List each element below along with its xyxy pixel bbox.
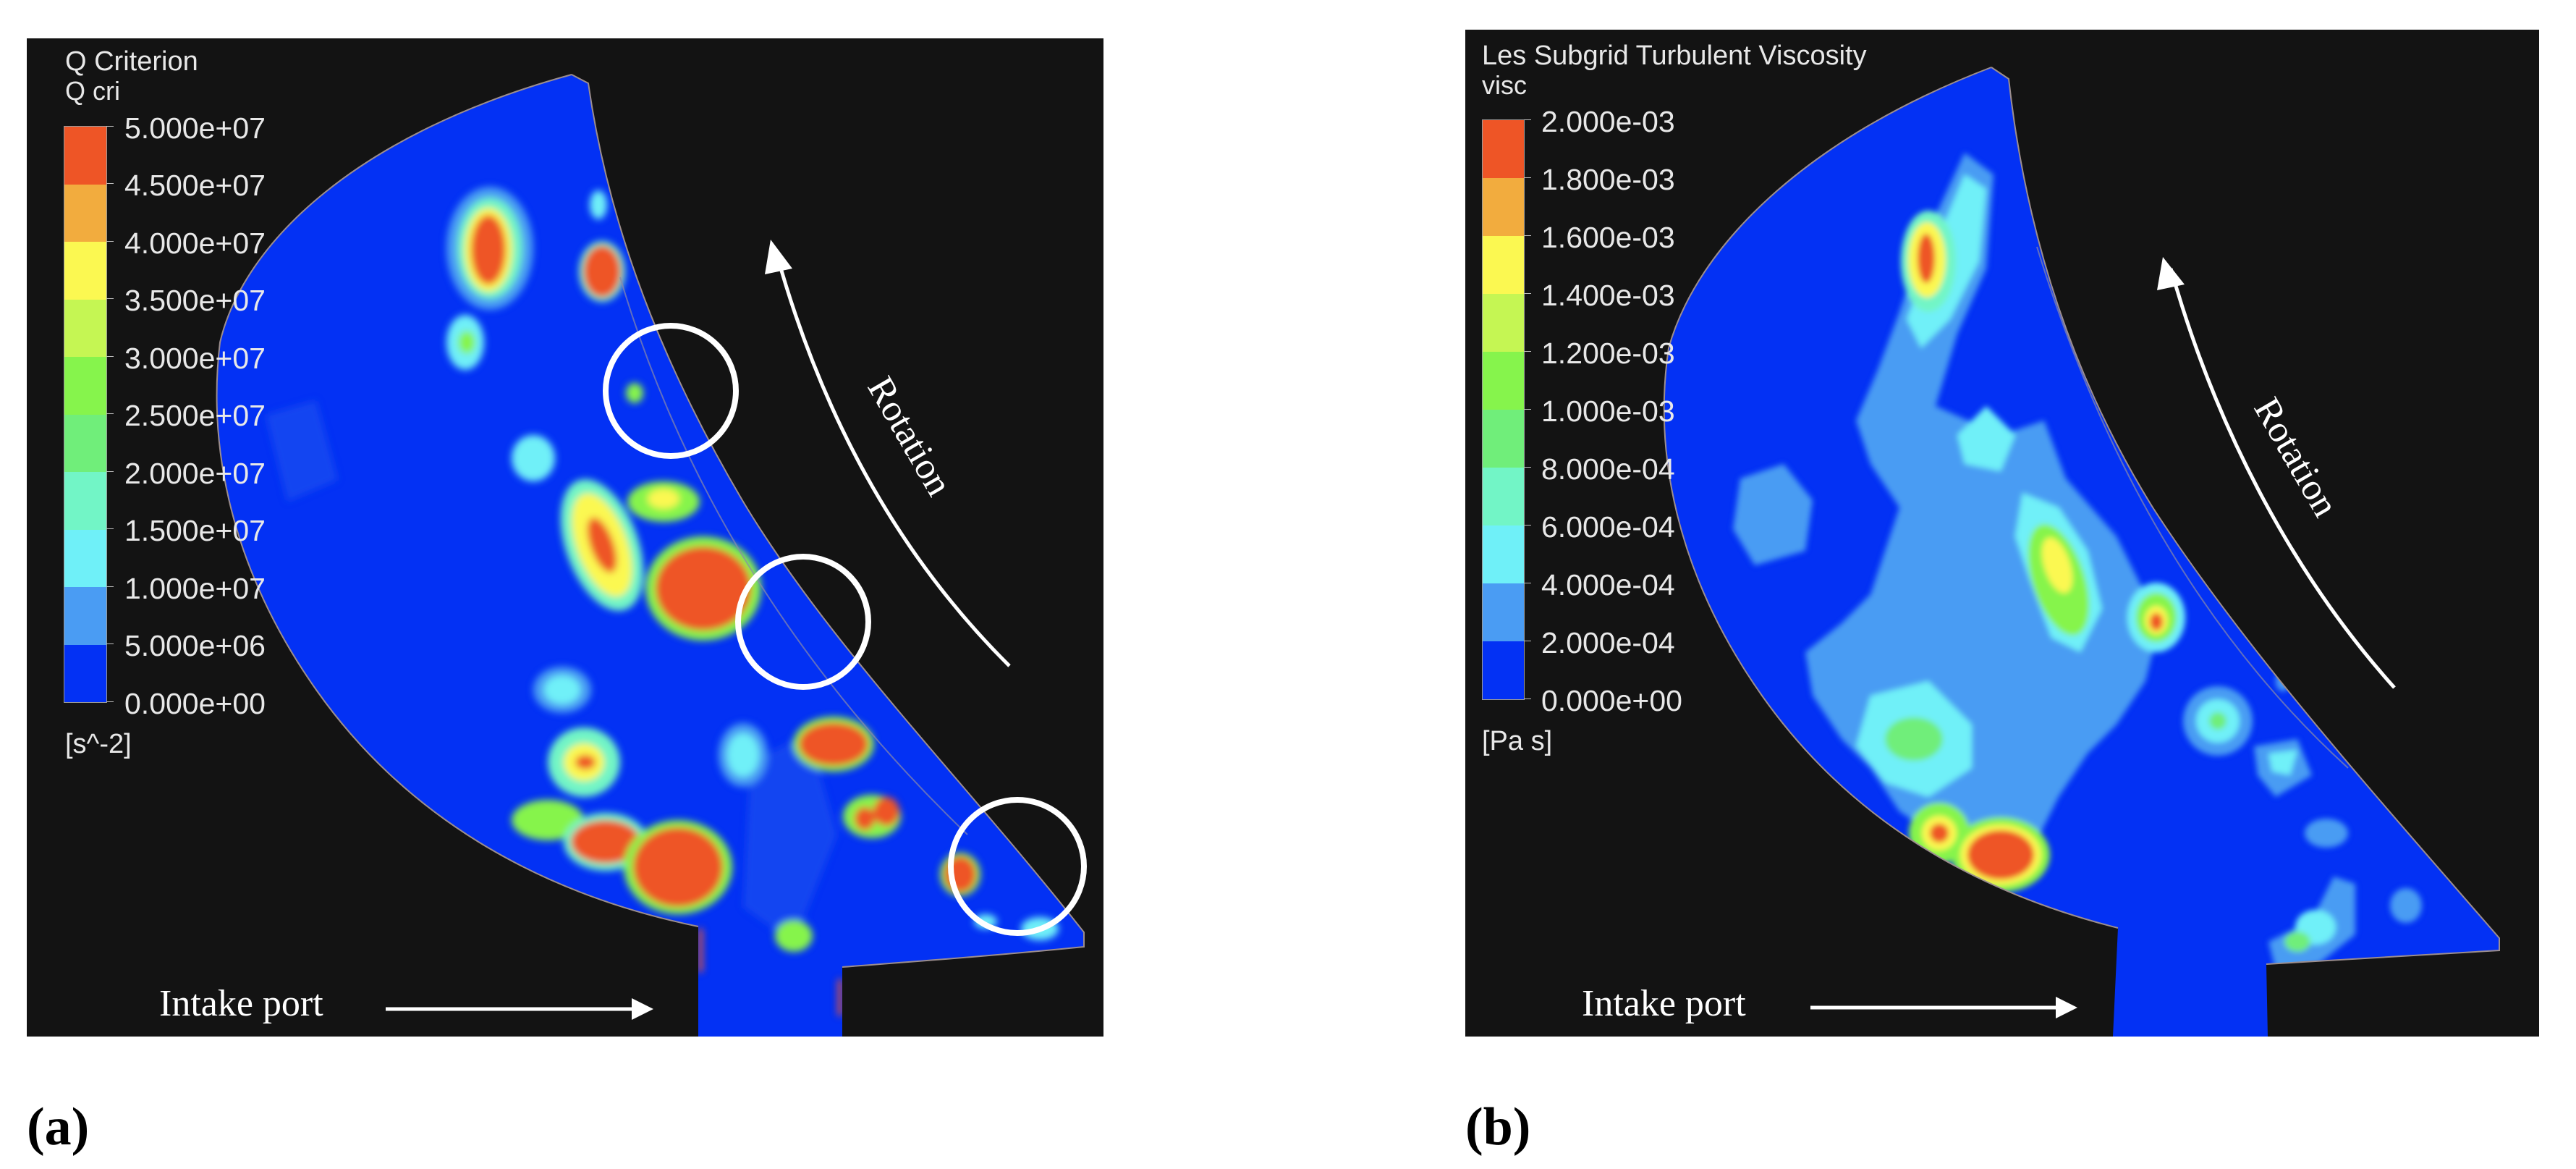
colorbar-tick-label: 0.000e+00 xyxy=(124,687,266,720)
intake-port-label: Intake port xyxy=(159,983,323,1024)
subfigure-label-b: (b) xyxy=(1465,1097,1531,1157)
panel-q-criterion: Q Criterion Q cri 5.000e+07 4.500e+07 4.… xyxy=(27,38,1103,1037)
intake-arrowhead-icon xyxy=(2056,997,2077,1018)
colorbar-band xyxy=(64,299,106,357)
colorbar-tick xyxy=(106,701,114,702)
subgrid-viscosity-contour-plot xyxy=(1663,67,2500,1037)
colorbar-band xyxy=(1483,294,1524,352)
colorbar-band xyxy=(64,587,106,645)
colorbar-band xyxy=(64,644,106,702)
legend-variable: visc xyxy=(1482,70,1527,100)
colorbar-tick-label: 2.500e+07 xyxy=(124,399,266,432)
colorbar-tick-label: 1.400e-03 xyxy=(1541,279,1675,312)
rotation-arrowhead-icon xyxy=(2157,257,2185,290)
colorbar-band xyxy=(1483,468,1524,526)
colorbar-band xyxy=(1483,410,1524,468)
colorbar-band xyxy=(64,184,106,242)
colorbar-tick xyxy=(1524,177,1531,178)
colorbar-tick xyxy=(106,528,114,529)
colorbar-tick-label: 1.000e+07 xyxy=(124,572,266,605)
highlight-circle-3 xyxy=(948,797,1087,936)
legend-variable: Q cri xyxy=(65,76,120,106)
colorbar-tick-label: 2.000e-03 xyxy=(1541,105,1675,138)
colorbar-tick-label: 3.000e+07 xyxy=(124,342,266,375)
colorbar-tick-label: 2.000e-04 xyxy=(1541,626,1675,659)
colorbar-tick xyxy=(106,298,114,299)
colorbar-tick xyxy=(1524,525,1531,526)
colorbar-tick-label: 3.500e+07 xyxy=(124,284,266,317)
colorbar-band xyxy=(64,357,106,415)
highlight-circle-1 xyxy=(603,323,739,459)
colorbar-tick-label: 0.000e+00 xyxy=(1541,684,1682,717)
colorbar-band xyxy=(1483,526,1524,583)
q-criterion-contour-plot xyxy=(216,74,1087,1037)
colorbar-tick xyxy=(106,586,114,587)
colorbar-band xyxy=(1483,120,1524,178)
colorbar-tick xyxy=(1524,351,1531,352)
colorbar-tick-label: 5.000e+06 xyxy=(124,629,266,662)
rotation-arrow xyxy=(775,255,1011,667)
colorbar xyxy=(1482,119,1525,700)
colorbar-band xyxy=(1483,236,1524,294)
colorbar-tick xyxy=(1524,409,1531,410)
rotation-arrowhead-icon xyxy=(765,240,792,274)
colorbar-tick-label: 1.000e-03 xyxy=(1541,394,1675,428)
colorbar-tick xyxy=(106,241,114,242)
colorbar-band xyxy=(64,242,106,300)
intake-arrowhead-icon xyxy=(632,998,653,1020)
colorbar-tick-label: 1.600e-03 xyxy=(1541,221,1675,254)
colorbar-band xyxy=(1483,641,1524,699)
colorbar-tick xyxy=(1524,119,1531,120)
colorbar-band xyxy=(64,414,106,472)
colorbar-tick-label: 8.000e-04 xyxy=(1541,452,1675,486)
legend-q-criterion: Q Criterion Q cri 5.000e+07 4.500e+07 4.… xyxy=(27,38,461,835)
colorbar-band xyxy=(1483,178,1524,236)
legend-units: [Pa s] xyxy=(1482,726,1553,756)
colorbar-band xyxy=(1483,583,1524,641)
colorbar-tick-label: 6.000e-04 xyxy=(1541,510,1675,544)
colorbar-band xyxy=(1483,352,1524,410)
colorbar-tick xyxy=(106,183,114,184)
colorbar-tick-label: 2.000e+07 xyxy=(124,457,266,490)
colorbar-tick xyxy=(1524,293,1531,294)
colorbar-tick xyxy=(106,413,114,414)
colorbar-tick xyxy=(106,356,114,357)
colorbar-tick xyxy=(1524,467,1531,468)
intake-port-label: Intake port xyxy=(1582,983,1746,1024)
legend-title: Les Subgrid Turbulent Viscosity xyxy=(1482,41,1867,71)
colorbar-tick-label: 4.000e+07 xyxy=(124,227,266,260)
colorbar-tick xyxy=(1524,235,1531,236)
colorbar-band xyxy=(64,529,106,587)
highlight-circle-2 xyxy=(735,554,871,690)
colorbar-tick-label: 1.800e-03 xyxy=(1541,163,1675,196)
colorbar-tick-label: 5.000e+07 xyxy=(124,111,266,145)
legend-title: Q Criterion xyxy=(65,46,198,77)
colorbar-tick xyxy=(106,126,114,127)
rotation-arrow xyxy=(2169,268,2396,689)
colorbar-tick-label: 4.000e-04 xyxy=(1541,568,1675,602)
colorbar-tick-label: 4.500e+07 xyxy=(124,169,266,202)
colorbar-tick xyxy=(106,643,114,644)
colorbar-tick-label: 1.200e-03 xyxy=(1541,337,1675,370)
colorbar-tick-label: 1.500e+07 xyxy=(124,514,266,547)
colorbar-tick xyxy=(106,471,114,472)
panel-subgrid-viscosity: Les Subgrid Turbulent Viscosity visc 2.0… xyxy=(1465,30,2539,1037)
legend-subgrid-viscosity: Les Subgrid Turbulent Viscosity visc 2.0… xyxy=(1465,30,1986,826)
subfigure-label-a: (a) xyxy=(27,1097,90,1157)
colorbar-band xyxy=(64,127,106,185)
colorbar xyxy=(64,126,107,703)
legend-units: [s^-2] xyxy=(65,729,132,759)
colorbar-band xyxy=(64,472,106,530)
